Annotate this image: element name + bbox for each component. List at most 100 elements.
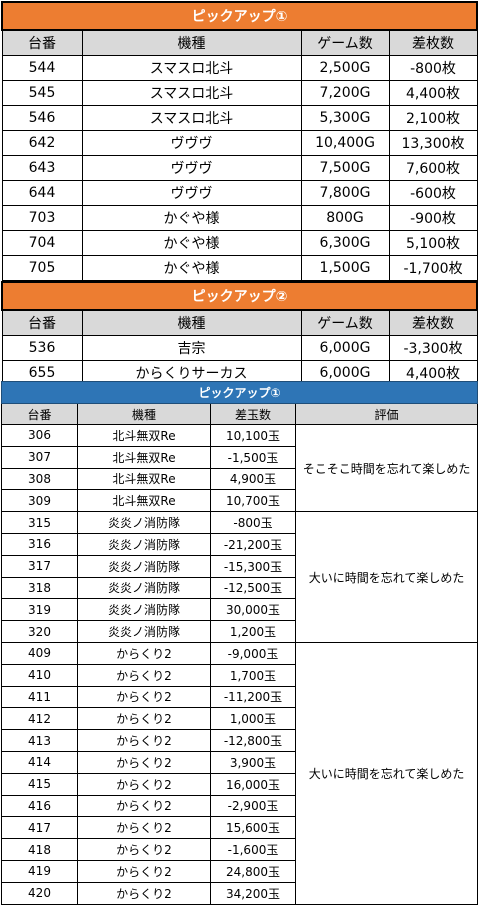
- model-cell: 炎炎ノ消防隊: [77, 532, 211, 556]
- diff-balls-cell: -800玉: [210, 511, 296, 534]
- table-row: 317 炎炎ノ消防隊 -15,300玉: [1, 554, 478, 578]
- table-row: 644 ヴヴヴ 7,800G -600枚: [1, 180, 478, 206]
- table-row: 419 からくり2 24,800玉: [1, 859, 478, 883]
- table-row: 411 からくり2 -11,200玉: [1, 685, 478, 709]
- table-row: 546 スマスロ北斗 5,300G 2,100枚: [1, 105, 478, 131]
- machine-number-cell: 319: [1, 598, 78, 622]
- model-cell: かぐや様: [81, 255, 302, 281]
- model-cell: からくり2: [77, 707, 211, 731]
- table-row: 544 スマスロ北斗 2,500G -800枚: [1, 55, 478, 81]
- model-cell: からくり2: [77, 881, 211, 905]
- games-cell: 6,300G: [300, 230, 390, 256]
- model-cell: からくり2: [77, 663, 211, 687]
- model-cell: かぐや様: [81, 205, 302, 231]
- table-row: 413 からくり2 -12,800玉: [1, 729, 478, 752]
- table-row: 536 吉宗 6,000G -3,300枚: [1, 335, 478, 361]
- column-header-evaluation: 評価: [294, 403, 478, 425]
- machine-number-cell: 419: [1, 859, 78, 883]
- machine-number-cell: 643: [1, 155, 83, 181]
- machine-number-cell: 704: [1, 230, 83, 256]
- model-cell: スマスロ北斗: [81, 80, 302, 106]
- diff-balls-cell: 1,000玉: [210, 707, 296, 731]
- model-cell: 北斗無双Re: [77, 467, 211, 491]
- diff-balls-cell: 15,600玉: [210, 816, 296, 840]
- machine-number-cell: 317: [1, 554, 78, 578]
- machine-number-cell: 414: [1, 750, 78, 774]
- table-title: ピックアップ①: [0, 381, 478, 404]
- diff-balls-cell: 1,700玉: [210, 663, 296, 687]
- column-header-machine-number: 台番: [1, 309, 83, 336]
- machine-number-cell: 307: [1, 445, 78, 469]
- diff-cell: -900枚: [388, 205, 478, 231]
- games-cell: 10,400G: [300, 130, 390, 156]
- table-row: 307 北斗無双Re -1,500玉: [1, 445, 478, 469]
- model-cell: かぐや様: [81, 230, 302, 256]
- machine-number-cell: 705: [1, 255, 83, 281]
- machine-number-cell: 409: [1, 641, 78, 665]
- machine-number-cell: 413: [1, 729, 78, 752]
- model-cell: からくり2: [77, 750, 211, 774]
- machine-number-cell: 544: [1, 55, 83, 81]
- diff-balls-cell: -15,300玉: [210, 554, 296, 578]
- column-header-machine-number: 台番: [1, 29, 83, 56]
- diff-cell: -800枚: [388, 55, 478, 81]
- table-title: ピックアップ②: [0, 281, 478, 311]
- machine-number-cell: 412: [1, 707, 78, 731]
- diff-balls-cell: -11,200玉: [210, 685, 296, 709]
- machine-number-cell: 644: [1, 180, 83, 206]
- table-row: 316 炎炎ノ消防隊 -21,200玉: [1, 532, 478, 556]
- diff-cell: -1,700枚: [388, 255, 478, 281]
- diff-cell: 4,400枚: [388, 80, 478, 106]
- machine-number-cell: 545: [1, 80, 83, 106]
- machine-number-cell: 320: [1, 620, 78, 643]
- model-cell: からくり2: [77, 838, 211, 861]
- evaluation-cell: 大いに時間を忘れて楽しめた: [294, 511, 478, 643]
- table-row: 643 ヴヴヴ 7,500G 7,600枚: [1, 155, 478, 181]
- diff-balls-cell: -21,200玉: [210, 532, 296, 556]
- pachinko-table-body: ピックアップ① 台番 機種 差玉数 評価 306 北斗無双Re 10,100玉 そこそ…: [0, 381, 478, 905]
- model-cell: 炎炎ノ消防隊: [77, 598, 211, 622]
- machine-number-cell: 415: [1, 772, 78, 796]
- diff-balls-cell: -2,900玉: [210, 794, 296, 818]
- table-row: 306 北斗無双Re 10,100玉 そこそこ時間を忘れて楽しめた: [1, 423, 478, 513]
- machine-number-cell: 417: [1, 816, 78, 840]
- machine-number-cell: 546: [1, 105, 83, 131]
- table-row: 409 からくり2 -9,000玉 大いに時間を忘れて楽しめた: [1, 641, 478, 905]
- model-cell: 炎炎ノ消防隊: [77, 554, 211, 578]
- model-cell: スマスロ北斗: [81, 55, 302, 81]
- table-row: 410 からくり2 1,700玉: [1, 663, 478, 687]
- model-cell: からくり2: [77, 641, 211, 665]
- diff-cell: 5,100枚: [388, 230, 478, 256]
- machine-number-cell: 420: [1, 881, 78, 905]
- table-row: 319 炎炎ノ消防隊 30,000玉: [1, 598, 478, 622]
- model-cell: 北斗無双Re: [77, 445, 211, 469]
- table-row: 545 スマスロ北斗 7,200G 4,400枚: [1, 80, 478, 106]
- model-cell: 炎炎ノ消防隊: [77, 620, 211, 643]
- table-title: ピックアップ①: [0, 1, 478, 31]
- diff-balls-cell: -1,600玉: [210, 838, 296, 861]
- machine-number-cell: 316: [1, 532, 78, 556]
- machine-number-cell: 308: [1, 467, 78, 491]
- table-row: 309 北斗無双Re 10,700玉: [1, 489, 478, 513]
- diff-balls-cell: 34,200玉: [210, 881, 296, 905]
- games-cell: 2,500G: [300, 55, 390, 81]
- column-header-model: 機種: [77, 403, 211, 425]
- diff-balls-cell: -12,500玉: [210, 576, 296, 600]
- model-cell: ヴヴヴ: [81, 130, 302, 156]
- model-cell: 北斗無双Re: [77, 424, 211, 447]
- column-header-diff-medals: 差枚数: [388, 29, 478, 56]
- column-header-diff-medals: 差枚数: [388, 309, 478, 336]
- column-header-model: 機種: [81, 29, 302, 56]
- games-cell: 6,000G: [300, 335, 390, 361]
- diff-balls-cell: 16,000玉: [210, 772, 296, 796]
- machine-number-cell: 318: [1, 576, 78, 600]
- table-row: 412 からくり2 1,000玉: [1, 707, 478, 731]
- machine-number-cell: 309: [1, 489, 78, 513]
- slot-pickup-table-1: ピックアップ① 台番 機種 ゲーム数 差枚数 544 スマスロ北斗 2,500G -8…: [0, 1, 478, 281]
- table-row: 415 からくり2 16,000玉: [1, 772, 478, 796]
- pachinko-pickup-table: ピックアップ① 台番 機種 差玉数 評価 306 北斗無双Re 10,100玉 そこそ…: [0, 381, 478, 905]
- evaluation-cell: そこそこ時間を忘れて楽しめた: [294, 423, 478, 513]
- table-row: 642 ヴヴヴ 10,400G 13,300枚: [1, 130, 478, 156]
- machine-number-cell: 411: [1, 685, 78, 709]
- column-header-games: ゲーム数: [300, 309, 390, 336]
